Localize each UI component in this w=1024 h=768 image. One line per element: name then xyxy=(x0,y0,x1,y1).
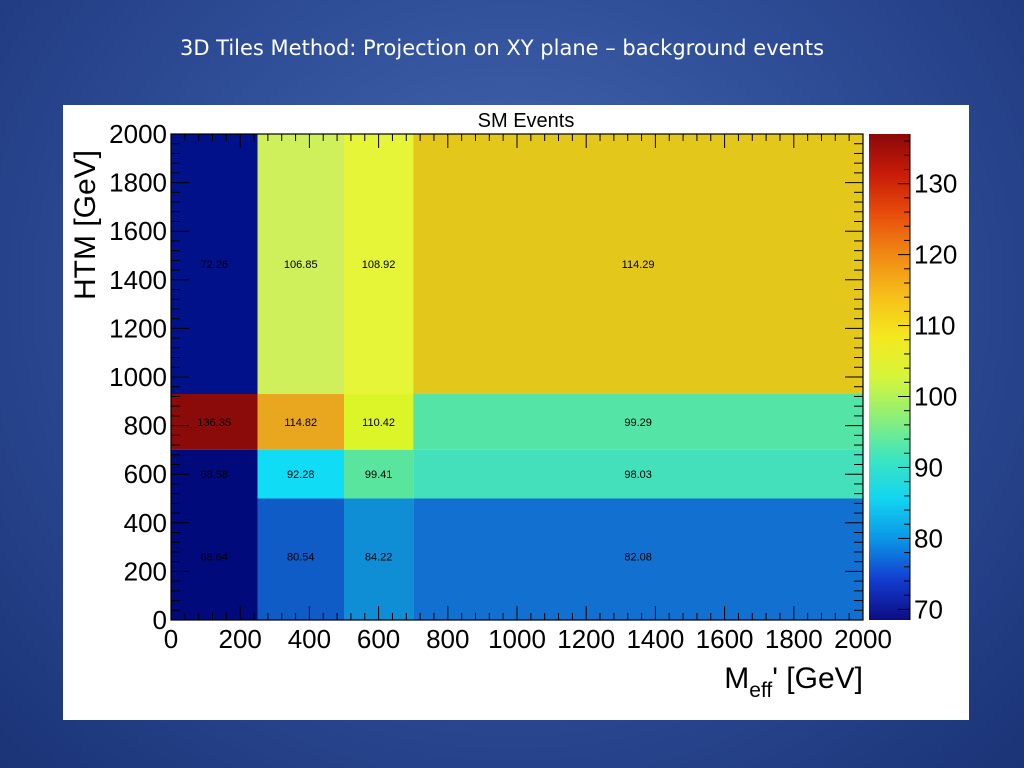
cell-value-label: 80.54 xyxy=(287,552,315,564)
cell-value-label: 82.08 xyxy=(624,552,652,564)
y-tick-label: 1400 xyxy=(109,265,167,295)
y-tick-label: 1600 xyxy=(109,216,167,246)
heatmap-cell xyxy=(344,498,414,620)
cell-value-label: 68.58 xyxy=(200,469,228,481)
y-tick-label: 200 xyxy=(124,556,167,586)
cell-value-label: 114.29 xyxy=(622,259,655,271)
x-tick-label: 2000 xyxy=(834,624,892,654)
x-tick-label: 600 xyxy=(357,624,400,654)
cell-value-label: 84.22 xyxy=(365,552,393,564)
heatmap-cell xyxy=(344,134,414,395)
x-tick-label: 200 xyxy=(219,624,262,654)
cell-value-label: 98.03 xyxy=(624,469,652,481)
x-axis-label-main: M xyxy=(724,662,749,695)
y-tick-label: 1000 xyxy=(109,362,167,392)
x-tick-label: 800 xyxy=(426,624,469,654)
colorbar-tick-label: 110 xyxy=(914,311,955,341)
colorbar-tick-label: 90 xyxy=(914,452,943,482)
y-tick-label: 400 xyxy=(124,508,167,538)
colorbar-tick-label: 80 xyxy=(914,523,943,553)
x-tick-label: 1800 xyxy=(765,624,823,654)
x-axis-label-sub: eff xyxy=(749,679,772,702)
y-tick-label: 1800 xyxy=(109,168,167,198)
heatmap-cell xyxy=(257,134,344,395)
cell-value-label: 136.35 xyxy=(197,417,231,429)
y-tick-label: 0 xyxy=(153,605,167,635)
cell-value-label: 110.42 xyxy=(362,417,395,429)
heatmap-cell xyxy=(413,449,863,499)
heatmap-cell xyxy=(344,449,414,499)
cell-value-label: 72.26 xyxy=(200,259,228,271)
colorbar xyxy=(869,134,910,620)
heatmap-cell xyxy=(413,394,863,450)
heatmap-cell xyxy=(171,498,258,620)
colorbar-tick-label: 100 xyxy=(914,382,957,412)
cell-value-label: 108.92 xyxy=(362,259,396,271)
slide-title: 3D Tiles Method: Projection on XY plane … xyxy=(179,36,825,60)
heatmap-cell xyxy=(257,449,344,499)
x-tick-label: 1200 xyxy=(557,624,615,654)
cell-value-label: 106.85 xyxy=(284,259,318,271)
heatmap-chart: SM Events 72.26 106.85 108.92 114.29 136.35 1… xyxy=(69,110,957,702)
cell-value-label: 114.82 xyxy=(284,417,317,429)
x-tick-label: 1600 xyxy=(696,624,754,654)
x-axis-label: Meff' [GeV] xyxy=(724,662,863,702)
cell-value-label: 68.64 xyxy=(200,552,228,564)
colorbar-tick-label: 120 xyxy=(914,240,957,270)
heatmap-cell xyxy=(171,394,258,450)
plot-panel: SM Events 72.26 106.85 108.92 114.29 136.35 1… xyxy=(63,105,969,720)
cell-value-label: 92.28 xyxy=(287,469,315,481)
colorbar-tick-label: 70 xyxy=(914,594,943,624)
colorbar-tick-label: 130 xyxy=(914,169,957,199)
heatmap-cell xyxy=(257,394,344,450)
cell-value-label: 99.41 xyxy=(365,469,393,481)
y-axis-label: HTM [GeV] xyxy=(69,150,102,300)
heatmap-cell xyxy=(344,394,414,450)
heatmap-cell xyxy=(413,498,863,620)
x-tick-label: 1000 xyxy=(488,624,546,654)
heatmap-cell xyxy=(257,498,344,620)
x-tick-label: 0 xyxy=(164,624,178,654)
x-tick-label: 400 xyxy=(288,624,331,654)
heatmap-cell xyxy=(413,134,863,395)
cell-value-label: 99.29 xyxy=(624,417,652,429)
y-tick-label: 2000 xyxy=(109,119,167,149)
chart-title: SM Events xyxy=(478,110,575,132)
y-tick-label: 1200 xyxy=(109,313,167,343)
heatmap-cell xyxy=(171,134,258,395)
y-tick-label: 800 xyxy=(124,411,167,441)
x-tick-label: 1400 xyxy=(626,624,684,654)
x-axis-label-rest: ' [GeV] xyxy=(772,662,863,695)
y-tick-label: 600 xyxy=(124,459,167,489)
